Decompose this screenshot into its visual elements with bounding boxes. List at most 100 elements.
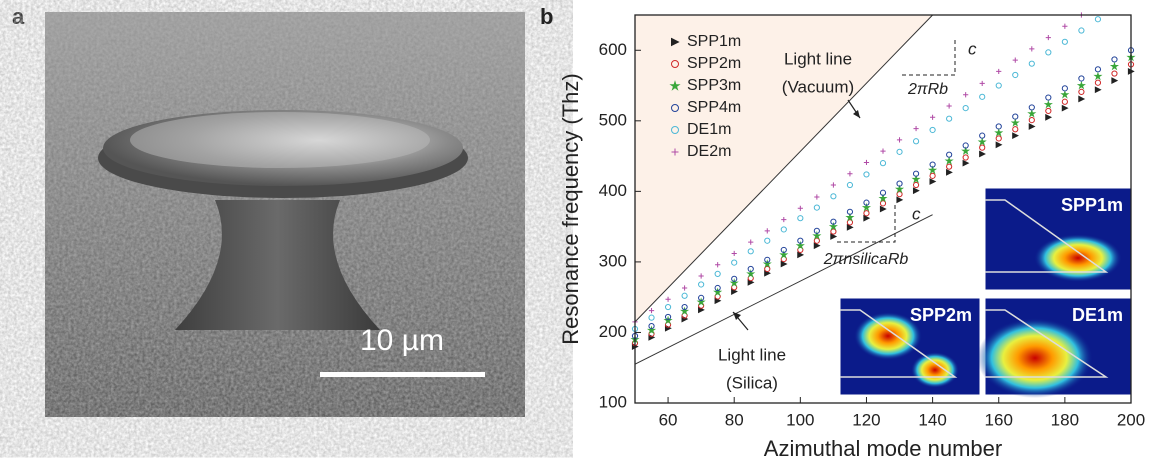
point bbox=[1027, 108, 1037, 118]
point bbox=[994, 128, 1004, 137]
point bbox=[731, 259, 738, 266]
point bbox=[912, 170, 920, 177]
point bbox=[912, 138, 920, 145]
point bbox=[863, 199, 870, 206]
annotation: Light line bbox=[718, 345, 786, 364]
point bbox=[813, 237, 820, 244]
x-tick-label: 140 bbox=[918, 410, 946, 429]
point bbox=[979, 144, 986, 151]
point bbox=[646, 325, 657, 335]
point bbox=[797, 251, 805, 259]
point bbox=[1012, 113, 1019, 120]
point bbox=[1061, 85, 1068, 92]
point bbox=[648, 323, 655, 330]
point bbox=[1111, 70, 1118, 77]
point bbox=[830, 193, 837, 200]
point bbox=[762, 259, 772, 268]
slope-label: c bbox=[968, 39, 977, 58]
point bbox=[797, 205, 803, 211]
point bbox=[879, 189, 887, 196]
slope-label: 2πnsilicaRb bbox=[823, 251, 909, 268]
annotation: (Vacuum) bbox=[782, 77, 854, 96]
x-tick-label: 200 bbox=[1117, 410, 1145, 429]
point bbox=[878, 193, 888, 203]
point bbox=[797, 237, 804, 244]
point bbox=[894, 184, 905, 194]
y-axis-title: Resonance frequency (Thz) bbox=[558, 73, 583, 344]
point bbox=[879, 205, 887, 213]
point bbox=[979, 93, 986, 100]
inset-outline bbox=[985, 199, 1109, 273]
point bbox=[896, 148, 903, 155]
point bbox=[648, 314, 655, 321]
point bbox=[664, 313, 672, 321]
point bbox=[846, 181, 854, 189]
point bbox=[929, 178, 937, 185]
point bbox=[1010, 118, 1020, 127]
point bbox=[1094, 79, 1102, 86]
x-tick-label: 120 bbox=[852, 410, 880, 429]
point bbox=[961, 146, 971, 156]
point bbox=[996, 68, 1002, 75]
point bbox=[963, 92, 969, 98]
point bbox=[977, 137, 987, 146]
point bbox=[896, 180, 903, 187]
point bbox=[1061, 104, 1069, 112]
point bbox=[780, 260, 788, 268]
point bbox=[1062, 23, 1068, 29]
inset-hotspot bbox=[1034, 234, 1122, 282]
point bbox=[995, 135, 1002, 142]
legend-marker bbox=[671, 126, 679, 134]
point bbox=[665, 296, 671, 302]
arrowhead bbox=[853, 110, 860, 118]
point bbox=[680, 306, 690, 316]
point bbox=[995, 141, 1003, 149]
point bbox=[764, 228, 770, 234]
point bbox=[830, 218, 837, 225]
point bbox=[813, 227, 820, 234]
point bbox=[995, 123, 1002, 130]
point bbox=[731, 250, 737, 257]
point bbox=[846, 219, 854, 226]
point bbox=[1012, 71, 1019, 79]
y-tick-label: 500 bbox=[599, 110, 627, 129]
y-tick-label: 400 bbox=[599, 181, 627, 200]
legend-label: SPP2m bbox=[687, 55, 741, 72]
point bbox=[698, 294, 705, 301]
point bbox=[812, 231, 822, 240]
point bbox=[715, 262, 721, 268]
slope-guide bbox=[900, 40, 956, 76]
point bbox=[682, 285, 688, 291]
x-tick-label: 80 bbox=[725, 410, 744, 429]
point bbox=[648, 307, 655, 314]
legend-label: SPP1m bbox=[687, 33, 741, 50]
point bbox=[929, 161, 936, 168]
slope-label: c bbox=[912, 204, 921, 223]
legend-label: DE1m bbox=[687, 121, 731, 138]
x-tick-label: 160 bbox=[985, 410, 1013, 429]
point bbox=[1094, 16, 1102, 23]
point bbox=[845, 212, 855, 222]
legend-marker bbox=[671, 148, 679, 156]
x-tick-label: 60 bbox=[659, 410, 678, 429]
point bbox=[813, 204, 820, 211]
point bbox=[731, 275, 738, 282]
point bbox=[1045, 34, 1051, 41]
point bbox=[979, 80, 985, 87]
x-tick-label: 100 bbox=[786, 410, 814, 429]
point bbox=[879, 160, 887, 167]
point bbox=[830, 182, 836, 188]
point bbox=[797, 215, 804, 222]
panel-label: b bbox=[540, 4, 553, 29]
point bbox=[1078, 75, 1085, 82]
arrowhead bbox=[733, 312, 741, 320]
point bbox=[944, 156, 954, 165]
point bbox=[747, 248, 754, 255]
point bbox=[747, 265, 754, 273]
legend-label: SPP3m bbox=[687, 77, 741, 94]
point bbox=[1109, 61, 1120, 71]
point bbox=[746, 269, 756, 278]
inset-label: DE1m bbox=[1072, 305, 1123, 325]
point bbox=[729, 278, 739, 287]
